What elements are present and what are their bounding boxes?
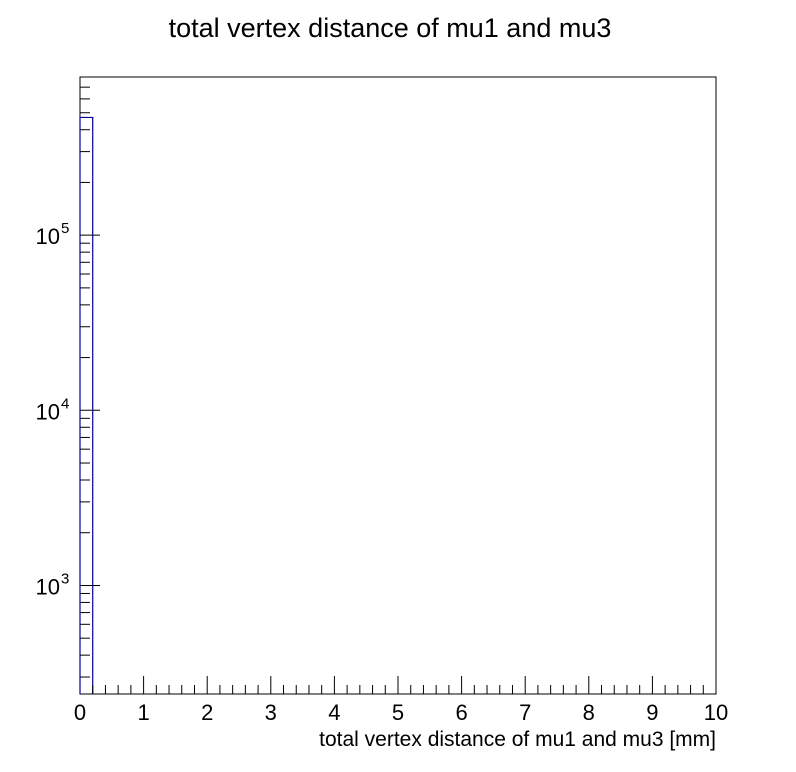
x-tick-label: 5 (392, 700, 404, 725)
x-tick-label: 3 (265, 700, 277, 725)
x-tick-label: 10 (704, 700, 728, 725)
y-tick-label-base: 10 (36, 399, 60, 424)
x-tick-label: 2 (201, 700, 213, 725)
x-tick-label: 6 (455, 700, 467, 725)
y-tick-label-exponent: 5 (61, 220, 69, 237)
x-tick-label: 1 (137, 700, 149, 725)
histogram-bars (79, 116, 94, 694)
histogram-bin-0 (79, 116, 94, 694)
y-tick-label-exponent: 4 (61, 395, 69, 412)
chart-title: total vertex distance of mu1 and mu3 (169, 13, 612, 43)
x-axis-title: total vertex distance of mu1 and mu3 [mm… (319, 728, 716, 751)
y-axis-ticks (80, 76, 100, 678)
x-tick-label: 8 (583, 700, 595, 725)
y-tick-label-base: 10 (36, 224, 60, 249)
x-tick-label: 7 (519, 700, 531, 725)
x-axis-tick-labels: 0 1 2 3 4 5 6 7 8 9 10 (74, 700, 728, 725)
y-tick-label-base: 10 (36, 574, 60, 599)
x-tick-label: 0 (74, 700, 86, 725)
x-tick-label: 4 (328, 700, 340, 725)
x-axis-ticks (92, 676, 704, 694)
plot-frame (79, 76, 717, 695)
y-tick-label-exponent: 3 (61, 570, 69, 587)
x-tick-label: 9 (646, 700, 658, 725)
